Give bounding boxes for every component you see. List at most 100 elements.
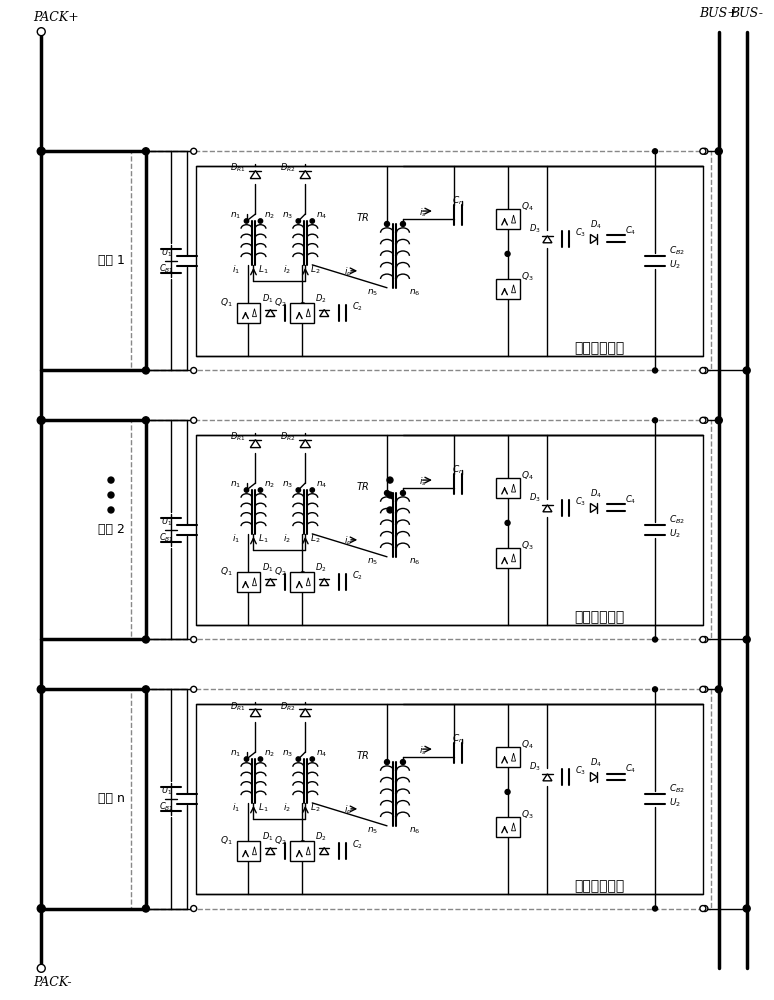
Circle shape (715, 686, 722, 693)
Text: $C_r$: $C_r$ (452, 733, 464, 745)
Text: $C_r$: $C_r$ (452, 195, 464, 207)
Polygon shape (512, 215, 515, 223)
Text: $D_1$: $D_1$ (262, 562, 273, 574)
Text: $D_4$: $D_4$ (591, 757, 602, 769)
Circle shape (702, 686, 708, 692)
Text: $i_2$: $i_2$ (283, 802, 291, 814)
Text: PACK+: PACK+ (33, 11, 79, 24)
Bar (290, 572, 314, 592)
Text: $n_1$: $n_1$ (230, 480, 241, 490)
Text: $n_3$: $n_3$ (282, 480, 293, 490)
Text: $n_6$: $n_6$ (409, 557, 420, 567)
Text: $n_3$: $n_3$ (282, 749, 293, 759)
Circle shape (245, 488, 248, 492)
Text: $n_1$: $n_1$ (230, 211, 241, 221)
Circle shape (37, 416, 45, 424)
Polygon shape (307, 309, 310, 317)
Circle shape (142, 905, 149, 912)
Text: 电池 2: 电池 2 (98, 523, 125, 536)
Circle shape (142, 367, 149, 374)
Bar (495, 279, 519, 299)
Circle shape (702, 367, 708, 373)
Text: $n_4$: $n_4$ (316, 749, 327, 759)
Circle shape (702, 417, 708, 423)
Text: $D_3$: $D_3$ (529, 761, 540, 773)
Text: $Q_3$: $Q_3$ (521, 271, 534, 283)
Text: $n_3$: $n_3$ (282, 211, 293, 221)
Bar (131, 151, 711, 370)
Circle shape (310, 219, 314, 223)
Text: $Q_2$: $Q_2$ (274, 296, 286, 309)
Bar (237, 841, 261, 861)
Text: BUS+: BUS+ (700, 7, 738, 20)
Circle shape (715, 148, 722, 155)
Text: $U_1$: $U_1$ (161, 785, 173, 797)
Circle shape (387, 507, 393, 513)
Text: $C_r$: $C_r$ (452, 464, 464, 476)
Circle shape (259, 219, 262, 223)
Text: $U_1$: $U_1$ (161, 516, 173, 528)
Text: $D_1$: $D_1$ (262, 292, 273, 305)
Text: $C_1$: $C_1$ (298, 300, 309, 313)
Circle shape (702, 906, 708, 912)
Text: $L_1$: $L_1$ (259, 533, 269, 545)
Text: BUS-: BUS- (730, 7, 763, 20)
Text: $Q_4$: $Q_4$ (521, 201, 534, 213)
Text: $C_{B2}$: $C_{B2}$ (669, 245, 685, 257)
Polygon shape (300, 440, 310, 448)
Polygon shape (543, 236, 552, 243)
Text: $n_4$: $n_4$ (316, 480, 327, 490)
Text: 双向均衡电路: 双向均衡电路 (574, 342, 625, 356)
Circle shape (142, 686, 149, 693)
Text: $i_s$: $i_s$ (419, 476, 426, 488)
Circle shape (108, 492, 114, 498)
Text: $n_5$: $n_5$ (368, 287, 378, 298)
Polygon shape (266, 579, 275, 586)
Polygon shape (543, 774, 552, 781)
Text: 双向均衡电路: 双向均衡电路 (574, 611, 625, 625)
Bar (196, 704, 703, 894)
Text: $TR$: $TR$ (356, 211, 370, 223)
Text: $C_3$: $C_3$ (575, 227, 586, 239)
Circle shape (505, 789, 510, 794)
Polygon shape (512, 554, 515, 562)
Circle shape (505, 520, 510, 525)
Polygon shape (591, 772, 598, 782)
Polygon shape (300, 709, 310, 717)
Circle shape (37, 905, 45, 913)
Text: $D_2$: $D_2$ (316, 831, 327, 843)
Text: $n_6$: $n_6$ (409, 826, 420, 836)
Text: $D_{R2}$: $D_{R2}$ (279, 162, 295, 174)
Text: PACK-: PACK- (33, 976, 72, 989)
Circle shape (387, 477, 393, 483)
Text: $Q_1$: $Q_1$ (221, 296, 233, 309)
Circle shape (37, 685, 45, 693)
Circle shape (190, 637, 197, 642)
Text: $L_2$: $L_2$ (310, 533, 320, 545)
Text: $Q_4$: $Q_4$ (521, 470, 534, 482)
Text: $U_2$: $U_2$ (669, 797, 681, 809)
Circle shape (259, 757, 262, 761)
Circle shape (245, 219, 248, 223)
Text: $L_2$: $L_2$ (310, 802, 320, 814)
Bar (237, 572, 261, 592)
Circle shape (652, 906, 658, 911)
Bar (290, 841, 314, 861)
Bar (237, 303, 261, 323)
Circle shape (310, 488, 314, 492)
Text: $C_{B1}$: $C_{B1}$ (159, 532, 174, 544)
Text: $n_6$: $n_6$ (409, 287, 420, 298)
Polygon shape (320, 579, 329, 586)
Circle shape (190, 906, 197, 912)
Text: 电池 n: 电池 n (98, 792, 125, 805)
Text: $i_1$: $i_1$ (231, 533, 239, 545)
Bar (131, 689, 711, 909)
Circle shape (652, 637, 658, 642)
Text: 电池 1: 电池 1 (98, 254, 125, 267)
Circle shape (190, 148, 197, 154)
Polygon shape (307, 578, 310, 586)
Text: $TR$: $TR$ (356, 480, 370, 492)
Circle shape (505, 251, 510, 256)
Bar (495, 209, 519, 229)
Text: $D_4$: $D_4$ (591, 488, 602, 500)
